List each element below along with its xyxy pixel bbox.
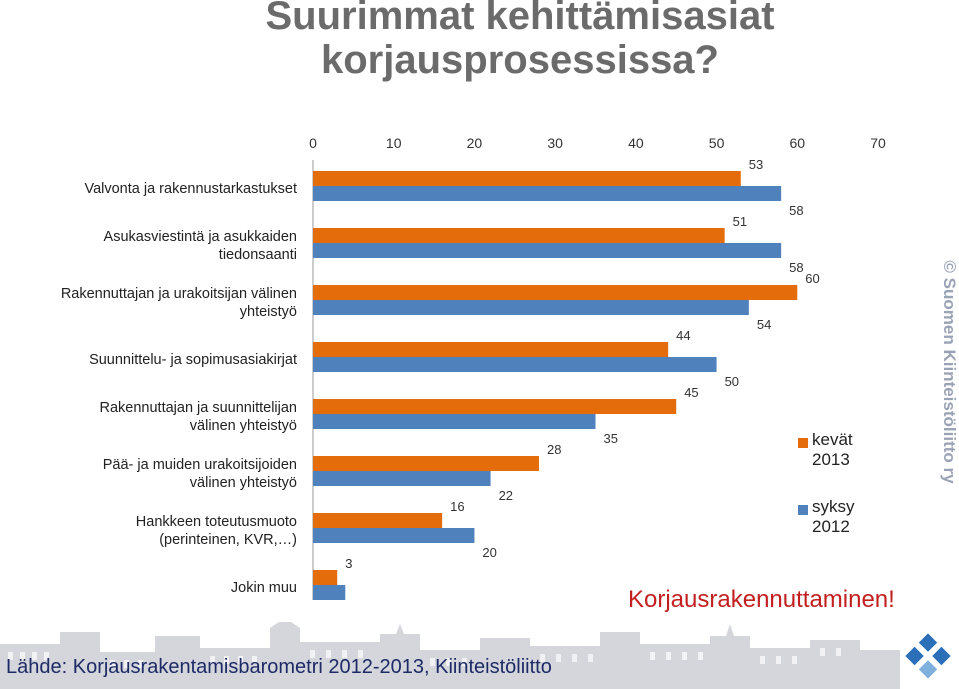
category-label: Hankkeen toteutusmuoto	[136, 514, 297, 530]
category-label: Valvonta ja rakennustarkastukset	[84, 181, 297, 197]
title-line-2: korjausprosessissa?	[321, 38, 719, 82]
bar	[313, 471, 491, 486]
legend-label-line: syksy	[812, 497, 855, 516]
bar	[313, 285, 798, 300]
bar	[313, 357, 717, 372]
x-tick-label: 50	[709, 135, 725, 151]
city-skyline-decoration	[0, 622, 900, 689]
x-tick-label: 10	[386, 135, 402, 151]
source-note: Lähde: Korjausrakentamisbarometri 2012-2…	[6, 656, 552, 678]
x-tick-label: 60	[789, 135, 805, 151]
category-label: Suunnittelu- ja sopimusasiakirjat	[89, 352, 297, 368]
data-label: 44	[676, 328, 690, 343]
category-label: välinen yhteistyö	[190, 418, 297, 434]
x-tick-label: 30	[547, 135, 563, 151]
bar	[313, 228, 725, 243]
x-tick-label: 70	[870, 135, 886, 151]
title-line-1: Suurimmat kehittämisasiat	[265, 0, 775, 38]
data-label: 28	[547, 442, 561, 457]
legend-label-line: kevät	[812, 430, 853, 449]
bar	[313, 243, 782, 258]
copyright-watermark: © Suomen Kiinteistöliitto ry	[940, 260, 959, 484]
category-label: Rakennuttajan ja suunnittelijan	[100, 400, 298, 416]
kiinteistoliitto-logo-icon	[905, 633, 951, 679]
bar	[313, 513, 443, 528]
legend-label: syksy 2012	[812, 497, 855, 537]
legend-swatch	[798, 438, 808, 448]
category-label: Asukasviestintä ja asukkaiden	[104, 229, 297, 245]
slogan: Korjausrakennuttaminen!	[628, 586, 895, 613]
data-label: 60	[805, 271, 819, 286]
category-label: välinen yhteistyö	[190, 475, 297, 491]
legend-label-line: 2013	[812, 450, 850, 469]
bar	[313, 399, 677, 414]
bar	[313, 570, 338, 585]
bar	[313, 414, 596, 429]
bar	[313, 585, 346, 600]
category-label: Jokin muu	[231, 580, 297, 596]
data-label: 3	[345, 556, 352, 571]
bar	[313, 456, 539, 471]
bar	[313, 342, 669, 357]
data-label: 54	[757, 317, 771, 332]
legend-swatch	[798, 505, 808, 515]
category-label: Rakennuttajan ja urakoitsijan välinen	[61, 286, 297, 302]
data-label: 45	[684, 385, 698, 400]
category-label: Pää- ja muiden urakoitsijoiden	[103, 457, 297, 473]
x-tick-label: 40	[628, 135, 644, 151]
data-label: 58	[789, 203, 803, 218]
category-label: yhteistyö	[240, 304, 297, 320]
data-label: 51	[733, 214, 747, 229]
bar	[313, 300, 749, 315]
data-label: 22	[499, 488, 513, 503]
bar	[313, 186, 782, 201]
bar	[313, 171, 741, 186]
bar-chart: 0 10 20 30 40 50 60 70 Valvonta ja rakennustarka…	[61, 135, 886, 600]
data-label: 35	[604, 431, 618, 446]
page-title: Suurimmat kehittämisasiat korjausprosess…	[240, 0, 800, 82]
data-label: 50	[725, 374, 739, 389]
data-label: 58	[789, 260, 803, 275]
legend-label: kevät 2013	[812, 430, 853, 470]
x-tick-label: 0	[309, 135, 317, 151]
data-label: 53	[749, 157, 763, 172]
x-tick-label: 20	[467, 135, 483, 151]
bar	[313, 528, 475, 543]
data-label: 16	[450, 499, 464, 514]
category-label: tiedonsaanti	[219, 247, 297, 263]
legend-label-line: 2012	[812, 517, 850, 536]
category-label: (perinteinen, KVR,…)	[159, 532, 297, 548]
data-label: 20	[482, 545, 496, 560]
